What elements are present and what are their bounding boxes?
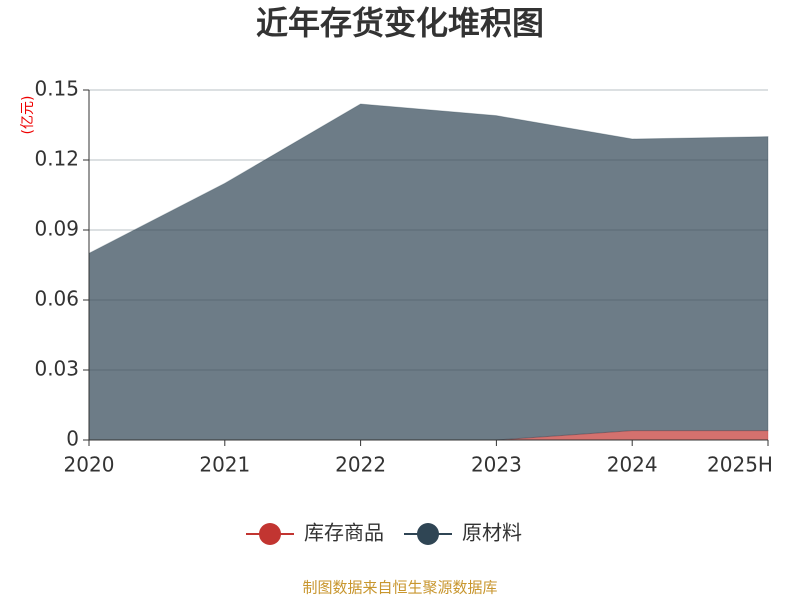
y-tick-label: 0.03 <box>34 357 79 381</box>
legend-marker <box>417 523 439 545</box>
legend-label: 原材料 <box>462 521 522 545</box>
y-tick-label: 0.12 <box>34 147 79 171</box>
legend-marker <box>259 523 281 545</box>
x-tick-label: 2020 <box>64 453 115 477</box>
x-tick-label: 2024 <box>607 453 658 477</box>
chart-title: 近年存货变化堆积图 <box>256 4 544 42</box>
legend-label: 库存商品 <box>304 521 384 545</box>
x-tick-label: 2021 <box>199 453 250 477</box>
y-tick-label: 0.09 <box>34 217 79 241</box>
x-tick-label: 2023 <box>471 453 522 477</box>
y-tick-label: 0.06 <box>34 287 79 311</box>
x-tick-label: 2025H <box>707 453 773 477</box>
y-axis-label: (亿元) <box>20 96 36 135</box>
area <box>88 103 769 441</box>
y-tick-label: 0 <box>66 427 79 451</box>
legend-item: 原材料 <box>404 521 522 545</box>
y-tick-label: 0.15 <box>34 77 79 101</box>
footer: 制图数据来自恒生聚源数据库 <box>302 579 497 597</box>
legend-item: 库存商品 <box>246 521 384 545</box>
x-tick-label: 2022 <box>335 453 386 477</box>
